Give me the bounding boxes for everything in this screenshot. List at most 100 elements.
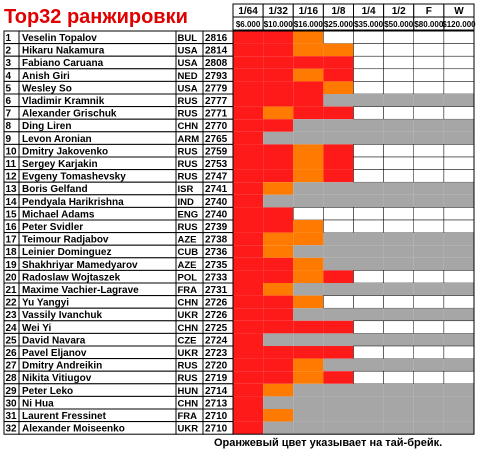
player-rank: 9 [6, 134, 12, 145]
round-cell-tiebreak [293, 220, 324, 233]
round-cell-reached [323, 157, 354, 170]
round-cell-eliminated [443, 119, 474, 132]
player-rating: 2753 [205, 159, 228, 170]
player-rating: 2741 [205, 184, 228, 195]
round-cell-eliminated [293, 194, 324, 208]
round-cell-reached [263, 358, 294, 372]
round-cell-eliminated [353, 245, 384, 258]
round-cell-eliminated [293, 119, 324, 132]
round-cell-eliminated [413, 409, 444, 422]
round-cell-reached [233, 257, 264, 271]
round-cell-reached [233, 308, 264, 321]
player-country: ISR [178, 184, 194, 195]
round-cell-empty [443, 106, 475, 120]
player-rank: 29 [6, 386, 18, 397]
player-country: CHN [178, 323, 199, 334]
round-cell-eliminated [443, 358, 474, 372]
round-cell-eliminated [263, 396, 294, 409]
player-country: RUS [178, 159, 198, 170]
round-cell-empty [443, 345, 475, 359]
round-cell-reached [233, 194, 264, 208]
round-cell-empty [353, 320, 384, 334]
player-name: Maxime Vachier-Lagrave [22, 285, 139, 296]
round-cell-eliminated [353, 396, 384, 409]
prize-label: $120.000 [442, 20, 476, 29]
round-cell-empty [413, 81, 445, 95]
round-cell-empty [413, 320, 445, 334]
round-cell-eliminated [353, 409, 384, 422]
round-cell-empty [413, 30, 445, 44]
round-cell-eliminated [383, 421, 414, 435]
prize-label: $16.000 [294, 20, 323, 29]
round-cell-empty [443, 295, 475, 309]
player-rating: 2771 [205, 109, 228, 120]
player-name: Fabiano Caruana [22, 58, 104, 69]
player-name: Shakhriyar Mamedyarov [22, 260, 138, 271]
round-cell-empty [443, 43, 475, 57]
player-name: Peter Svidler [22, 222, 83, 233]
player-rank: 30 [6, 398, 18, 409]
player-rank: 16 [6, 222, 18, 233]
round-cell-reached [263, 43, 294, 57]
round-cell-reached [293, 81, 324, 94]
round-cell-reached [323, 106, 354, 120]
player-name: Radoslaw Wojtaszek [22, 272, 121, 283]
round-label: W [454, 6, 464, 17]
player-country: NED [178, 71, 198, 82]
round-cell-empty [443, 169, 475, 183]
round-cell-eliminated [443, 333, 474, 346]
player-name: Dmitry Andreikin [22, 361, 102, 372]
player-rating: 2735 [205, 260, 228, 271]
round-cell-eliminated [383, 257, 414, 271]
player-rank: 4 [6, 71, 12, 82]
prize-header-cell [443, 16, 475, 31]
round-label: 1/8 [331, 6, 345, 17]
round-cell-reached [233, 333, 264, 346]
round-cell-reached [263, 144, 294, 157]
round-cell-eliminated [323, 182, 354, 195]
round-cell-eliminated [383, 119, 414, 132]
round-cell-reached [263, 94, 294, 107]
player-country: CHN [178, 298, 199, 309]
player-name: Levon Aronian [22, 134, 92, 145]
prize-label: $10.000 [264, 20, 293, 29]
round-cell-empty [383, 207, 414, 221]
player-country: RUS [178, 109, 198, 120]
player-rank: 2 [6, 46, 12, 57]
table-row: 15 Michael Adams ENG 2740 [3, 206, 475, 221]
table-row: 16 Peter Svidler RUS 2739 [3, 219, 475, 234]
table-row: 21 Maxime Vachier-Lagrave FRA 2731 [3, 282, 474, 297]
round-cell-empty [443, 156, 475, 170]
round-cell-reached [323, 169, 354, 183]
prize-label: $35.000 [354, 20, 383, 29]
table-row: 3 Fabiano Caruana USA 2808 [3, 55, 475, 70]
player-country: CZE [178, 335, 197, 346]
round-cell-eliminated [443, 232, 474, 246]
round-cell-eliminated [443, 257, 474, 271]
round-cell-reached [263, 81, 294, 94]
player-country: CHN [178, 398, 199, 409]
round-cell-empty [443, 68, 475, 82]
player-name: Alexander Moiseenko [22, 424, 125, 435]
round-cell-tiebreak [293, 68, 324, 82]
round-cell-reached [263, 320, 294, 334]
round-cell-eliminated [443, 409, 474, 422]
round-cell-reached [323, 371, 354, 384]
player-country: RUS [178, 96, 198, 107]
player-name: Leinier Dominguez [22, 247, 111, 258]
round-cell-eliminated [353, 182, 384, 195]
player-name: Laurent Fressinet [22, 411, 107, 422]
player-country: RUS [178, 361, 198, 372]
round-cell-eliminated [383, 333, 414, 346]
table-row: 17 Teimour Radjabov AZE 2738 [3, 232, 474, 246]
round-cell-reached [233, 220, 264, 233]
round-label: 1/64 [238, 6, 258, 17]
round-cell-reached [233, 31, 264, 44]
round-cell-empty [383, 55, 414, 70]
table-row: 32 Alexander Moiseenko UKR 2710 [3, 421, 474, 435]
player-rank: 12 [6, 172, 18, 183]
table-row: 22 Yu Yangyi CHN 2726 [3, 295, 475, 309]
player-rank: 22 [6, 298, 18, 309]
round-cell-reached [263, 346, 294, 359]
round-cell-eliminated [413, 257, 444, 271]
